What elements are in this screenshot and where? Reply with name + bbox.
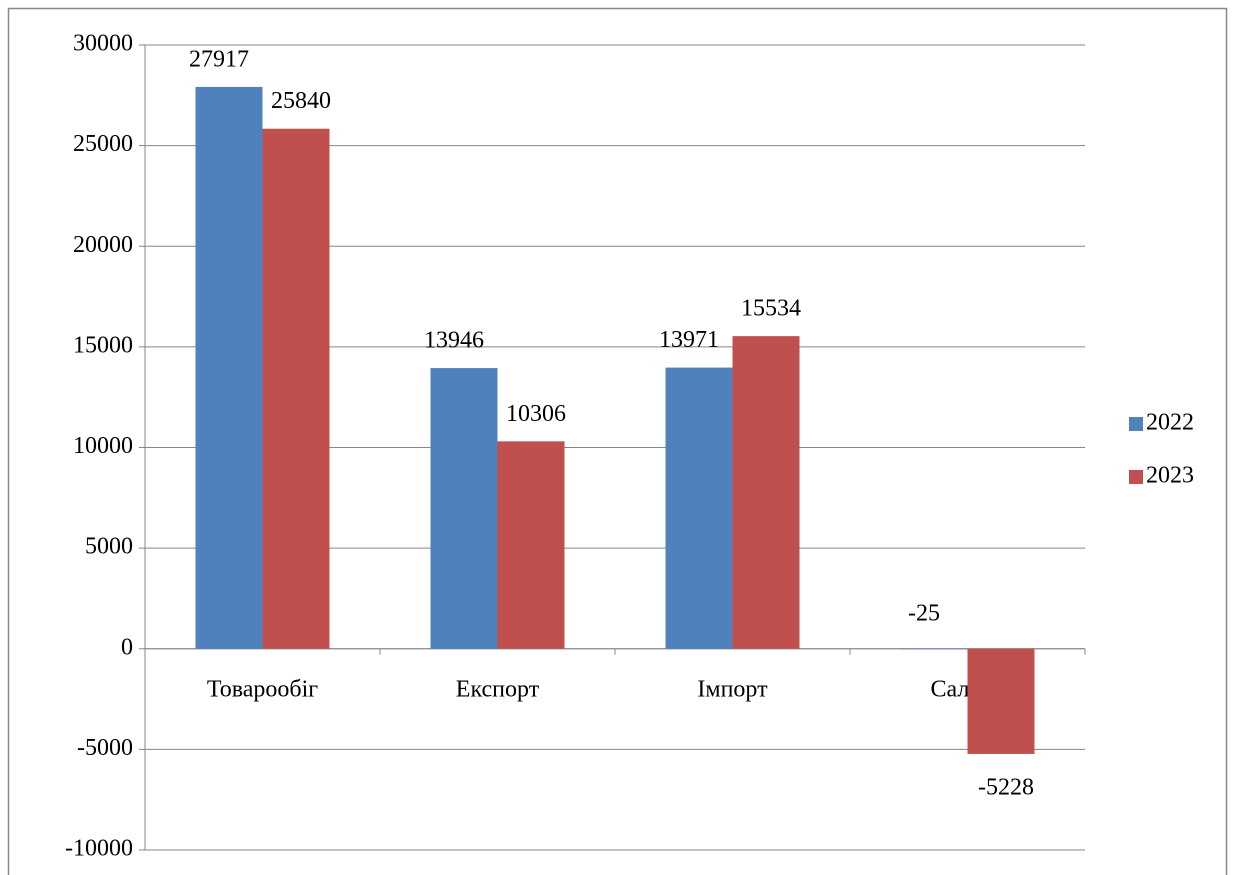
y-tick-label: 30000 <box>73 31 133 57</box>
data-label: 25840 <box>271 88 331 114</box>
y-tick-label: -5000 <box>77 735 133 761</box>
bar <box>262 128 330 649</box>
data-label: 13946 <box>424 328 484 354</box>
y-tick-label: 10000 <box>73 433 133 459</box>
y-tick-label: 5000 <box>85 534 133 560</box>
y-tick-label: 0 <box>121 634 133 660</box>
bar <box>732 336 800 649</box>
data-label: 10306 <box>506 401 566 427</box>
data-label: 15534 <box>741 296 801 322</box>
data-label: -5228 <box>978 774 1034 800</box>
x-tick-label: Імпорт <box>697 676 768 702</box>
legend-label: 2022 <box>1146 410 1194 436</box>
legend-swatch <box>1129 417 1143 431</box>
y-tick-label: 20000 <box>73 232 133 258</box>
legend-label: 2023 <box>1146 463 1194 489</box>
legend-swatch <box>1129 470 1143 484</box>
bar <box>430 368 498 649</box>
data-label: 13971 <box>659 327 719 353</box>
bar <box>900 648 968 650</box>
bar <box>497 441 565 649</box>
bar <box>967 648 1035 754</box>
x-tick-label: Експорт <box>456 676 540 702</box>
chart-frame <box>7 7 1228 875</box>
bar <box>195 86 263 649</box>
y-tick-label: 15000 <box>73 332 133 358</box>
y-tick-label: -10000 <box>65 836 133 862</box>
data-label: 27917 <box>189 46 249 72</box>
y-tick-label: 25000 <box>73 131 133 157</box>
bar <box>665 367 733 649</box>
data-label: -25 <box>908 600 940 626</box>
x-tick-label: Товарообіг <box>207 676 318 702</box>
